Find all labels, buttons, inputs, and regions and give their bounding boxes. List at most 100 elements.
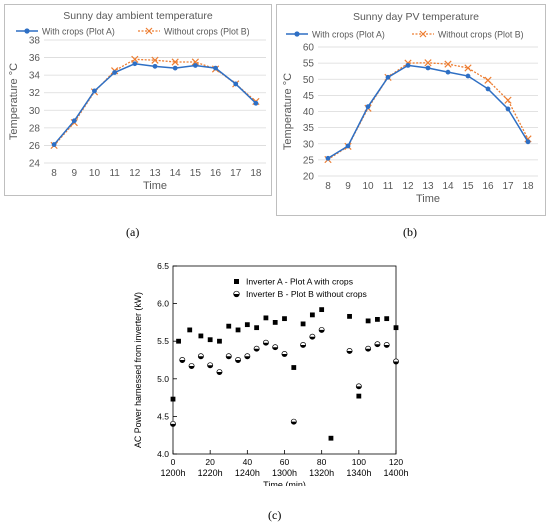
- y-axis-label: AC Power harnessed from inverter (kW): [133, 292, 143, 448]
- data-point-inverter-b: [244, 353, 251, 360]
- x-tick-time-label: 1320h: [309, 468, 334, 478]
- x-tick-label: 16: [210, 168, 222, 179]
- data-point-inverter-b: [262, 339, 269, 346]
- legend-label-b: Without crops (Plot B): [164, 27, 250, 37]
- x-tick-label: 10: [89, 168, 101, 179]
- marker-fill: [319, 329, 325, 333]
- x-tick-label: 0: [171, 457, 176, 467]
- data-point-inverter-b: [235, 357, 241, 363]
- data-point-inverter-b: [365, 345, 372, 352]
- y-tick-label: 25: [303, 155, 315, 166]
- data-point-inverter-a: [300, 321, 306, 327]
- x-tick-time-label: 1240h: [235, 468, 260, 478]
- y-tick-label: 60: [303, 43, 315, 54]
- data-point-inverter-a: [375, 316, 380, 322]
- x-tick-time-label: 1200h: [160, 468, 185, 478]
- data-point-inverter-b: [346, 348, 353, 354]
- x-tick-time-label: 1340h: [346, 468, 371, 478]
- data-point-with-crops: [51, 142, 57, 147]
- data-point-with-crops: [325, 155, 331, 161]
- x-tick-label: 11: [109, 168, 120, 179]
- data-point-inverter-b: [355, 383, 362, 390]
- marker-fill: [170, 423, 176, 427]
- legend-marker-b: [145, 27, 153, 35]
- x-tick-label: 8: [51, 168, 57, 179]
- y-tick-label: 36: [29, 53, 41, 64]
- y-tick-label: 20: [303, 172, 315, 183]
- x-tick-label: 13: [422, 181, 434, 192]
- marker-fill: [216, 372, 223, 375]
- data-point-without-crops: [191, 58, 199, 66]
- x-tick-label: 10: [362, 181, 374, 192]
- x-tick-label: 14: [170, 168, 182, 179]
- y-axis-label: Temperature °C: [282, 73, 294, 150]
- x-tick-label: 15: [462, 181, 474, 192]
- data-point-inverter-b: [188, 363, 195, 369]
- legend-label-b: Without crops (Plot B): [438, 30, 524, 40]
- data-point-inverter-a: [176, 338, 181, 344]
- data-point-with-crops: [172, 65, 178, 71]
- data-point-inverter-a: [282, 316, 287, 322]
- data-point-with-crops: [365, 104, 371, 110]
- x-tick-label: 120: [389, 457, 403, 467]
- data-point-inverter-a: [319, 307, 325, 313]
- data-point-with-crops: [525, 139, 531, 145]
- data-point-without-crops: [484, 76, 492, 84]
- legend-label-a: With crops (Plot A): [42, 27, 115, 37]
- panel-label-b: (b): [403, 225, 417, 239]
- legend-marker-inverter-a: [234, 279, 239, 284]
- data-point-with-crops: [505, 106, 511, 112]
- data-point-inverter-b: [170, 420, 176, 427]
- data-point-inverter-a: [207, 337, 213, 343]
- x-tick-time-label: 1300h: [272, 468, 297, 478]
- marker-fill: [309, 336, 315, 340]
- data-point-with-crops: [465, 73, 471, 79]
- y-tick-label: 5.5: [157, 336, 169, 346]
- y-tick-label: 32: [29, 88, 41, 99]
- y-tick-label: 55: [303, 59, 315, 70]
- data-point-without-crops: [464, 64, 472, 72]
- data-point-inverter-b: [290, 418, 297, 425]
- legend-label-inverter-b: Inverter B - Plot B without crops: [246, 289, 367, 299]
- legend-marker-a: [294, 31, 300, 37]
- y-tick-label: 24: [29, 159, 41, 170]
- x-tick-time-label: 1400h: [383, 468, 408, 478]
- x-tick-label: 17: [230, 168, 242, 179]
- data-point-inverter-b: [309, 333, 316, 340]
- marker-fill: [272, 347, 278, 350]
- y-tick-label: 26: [29, 141, 41, 152]
- data-point-with-crops: [345, 143, 351, 149]
- data-point-with-crops: [405, 62, 411, 68]
- data-point-with-crops: [192, 63, 198, 68]
- x-tick-label: 40: [243, 457, 253, 467]
- data-point-without-crops: [151, 56, 159, 64]
- data-point-inverter-a: [384, 316, 390, 322]
- data-point-inverter-a: [263, 315, 269, 321]
- marker-fill: [393, 361, 399, 365]
- data-point-with-crops: [152, 63, 158, 69]
- ambient-temperature-chart: Sunny day ambient temperature 24 26 28 30 32 3…: [4, 4, 272, 196]
- legend-marker-b: [419, 30, 427, 38]
- y-tick-label: 30: [29, 106, 41, 117]
- data-point-without-crops: [444, 60, 452, 68]
- x-tick-label: 12: [402, 181, 414, 192]
- marker-fill: [233, 294, 240, 297]
- data-point-with-crops: [132, 61, 138, 67]
- marker-fill: [300, 344, 306, 348]
- x-axis-label: Time (min): [263, 480, 306, 486]
- x-axis-label: Time: [143, 180, 167, 192]
- marker-fill: [188, 366, 195, 369]
- data-point-inverter-b: [383, 342, 390, 348]
- data-point-inverter-b: [207, 362, 214, 369]
- panel-label-a: (a): [126, 225, 140, 239]
- data-point-inverter-a: [226, 323, 232, 329]
- data-point-inverter-b: [318, 326, 325, 333]
- data-point-with-crops: [92, 88, 97, 94]
- data-point-inverter-a: [272, 320, 278, 325]
- y-tick-label: 30: [303, 139, 315, 150]
- x-tick-label: 100: [352, 457, 366, 467]
- y-tick-label: 6.0: [157, 299, 169, 309]
- data-point-inverter-b: [197, 353, 204, 360]
- y-tick-label: 38: [29, 36, 41, 47]
